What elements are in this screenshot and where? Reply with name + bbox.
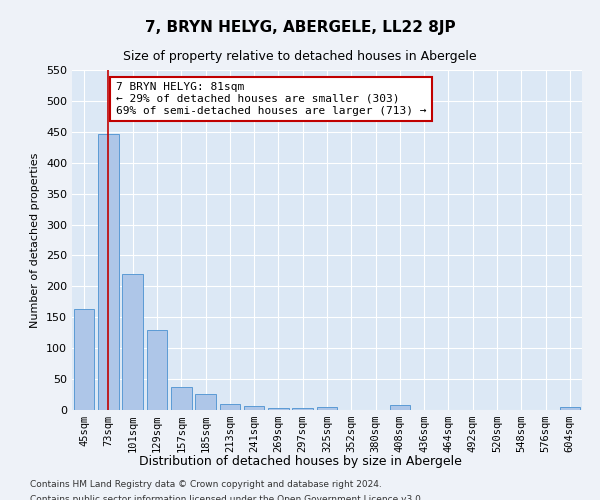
Text: Contains public sector information licensed under the Open Government Licence v3: Contains public sector information licen… [30,495,424,500]
Bar [292,408,313,410]
Bar [98,134,119,410]
Bar [317,407,337,410]
Text: 7 BRYN HELYG: 81sqm
← 29% of detached houses are smaller (303)
69% of semi-detac: 7 BRYN HELYG: 81sqm ← 29% of detached ho… [116,82,426,116]
Bar [146,330,167,410]
Y-axis label: Number of detached properties: Number of detached properties [31,152,40,328]
Bar [122,274,143,410]
Bar [74,309,94,410]
Bar [389,405,410,410]
Text: 7, BRYN HELYG, ABERGELE, LL22 8JP: 7, BRYN HELYG, ABERGELE, LL22 8JP [145,20,455,35]
Bar [195,394,216,410]
Text: Size of property relative to detached houses in Abergele: Size of property relative to detached ho… [123,50,477,63]
Bar [560,407,580,410]
Bar [171,387,191,410]
Text: Distribution of detached houses by size in Abergele: Distribution of detached houses by size … [139,455,461,468]
Bar [220,404,240,410]
Text: Contains HM Land Registry data © Crown copyright and database right 2024.: Contains HM Land Registry data © Crown c… [30,480,382,489]
Bar [244,406,265,410]
Bar [268,408,289,410]
